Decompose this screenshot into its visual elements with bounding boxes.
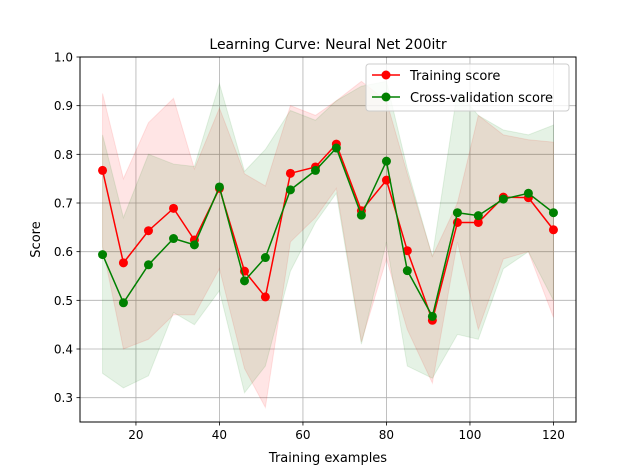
- x-tick-label: 100: [458, 428, 481, 442]
- point-cv: [548, 208, 558, 218]
- axes-frame: [79, 56, 577, 423]
- point-cv: [427, 311, 437, 321]
- point-cv: [310, 165, 320, 175]
- y-tick-label: 0.7: [54, 197, 73, 211]
- point-cv: [214, 182, 224, 192]
- x-tick-label: 120: [542, 428, 565, 442]
- y-tick-label: 1.0: [54, 51, 73, 65]
- x-axis-label: Training examples: [268, 451, 387, 466]
- y-tick-label: 0.5: [54, 294, 73, 308]
- point-cv: [381, 156, 391, 166]
- point-cv: [498, 194, 508, 204]
- point-cv: [169, 234, 179, 244]
- legend-marker-training: [381, 70, 391, 80]
- legend: Training score Cross-validation score: [365, 63, 570, 112]
- point-cv: [143, 260, 153, 270]
- y-tick-label: 0.3: [54, 391, 73, 405]
- point-training: [260, 292, 270, 302]
- point-cv: [285, 185, 295, 195]
- chart-title: Learning Curve: Neural Net 200itr: [209, 37, 446, 53]
- point-cv: [331, 143, 341, 153]
- point-cv: [356, 210, 366, 220]
- point-training: [285, 168, 295, 178]
- point-training: [169, 203, 179, 213]
- point-cv: [98, 250, 108, 260]
- y-tick-label: 0.9: [54, 99, 73, 113]
- point-training: [381, 175, 391, 185]
- band-training: [102, 80, 554, 409]
- point-training: [143, 226, 153, 236]
- point-training: [402, 246, 412, 256]
- confidence-bands: [102, 80, 554, 409]
- x-tick-label: 60: [295, 428, 310, 442]
- band-cv: [102, 80, 554, 394]
- legend-label-training: Training score: [409, 69, 500, 84]
- point-cv: [239, 276, 249, 286]
- legend-marker-cv: [381, 92, 391, 102]
- series-lines: [98, 139, 558, 325]
- legend-box: [365, 63, 570, 112]
- y-tick-label: 0.8: [54, 148, 73, 162]
- x-tick-label: 20: [128, 428, 143, 442]
- x-tick-label: 80: [379, 428, 394, 442]
- y-axis-label: Score: [29, 221, 44, 257]
- point-training: [473, 217, 483, 227]
- legend-label-cv: Cross-validation score: [410, 91, 553, 106]
- point-training: [548, 225, 558, 235]
- point-cv: [260, 253, 270, 263]
- y-tick-label: 0.4: [54, 343, 73, 357]
- axis-ticks: 20 40 60 80 100 120 0.3 0.4 0.5 0.6 0.7 0.8 0.9 1.0: [54, 51, 565, 443]
- point-training: [118, 258, 128, 268]
- point-training: [98, 165, 108, 175]
- point-cv: [473, 211, 483, 221]
- point-cv: [118, 298, 128, 308]
- point-cv: [189, 240, 199, 250]
- point-cv: [523, 188, 533, 198]
- point-cv: [402, 266, 412, 276]
- y-tick-label: 0.6: [54, 245, 73, 259]
- point-cv: [452, 208, 462, 218]
- x-tick-label: 40: [212, 428, 227, 442]
